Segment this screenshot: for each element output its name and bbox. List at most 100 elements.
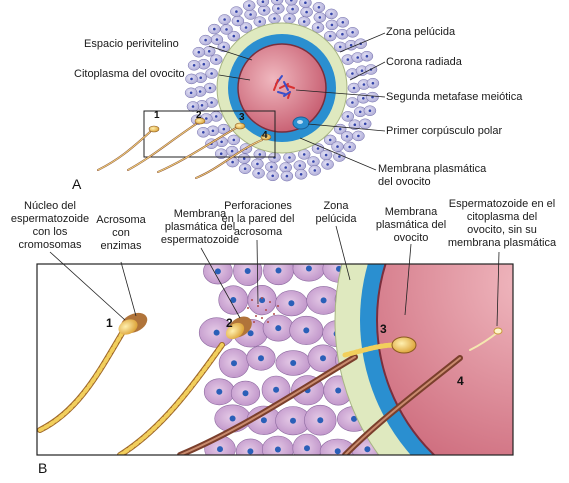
corona-cell-nucleus <box>341 32 344 36</box>
corona-cell-nucleus <box>368 109 372 112</box>
corona-cell-nucleus <box>219 152 223 155</box>
sperm-head-2 <box>194 117 206 125</box>
corona-cell-nucleus <box>356 56 360 59</box>
corona-cell-nucleus <box>353 123 357 126</box>
b-corona-cell-nucleus <box>351 415 357 422</box>
sperm-cytoplasm-line1: Espermatozoide en el <box>448 198 556 210</box>
corona-cell-nucleus <box>302 20 306 23</box>
b-corona-cell-nucleus <box>290 360 297 366</box>
panel-b-frame <box>36 263 514 456</box>
corona-cell-nucleus <box>190 77 193 81</box>
corona-cell-nucleus <box>257 172 260 175</box>
corona-cell-nucleus <box>271 174 275 178</box>
b-corona-cell-nucleus <box>216 388 223 395</box>
corona-cell-nucleus <box>349 43 353 47</box>
corona-cell-nucleus <box>360 69 364 72</box>
corona-cell-nucleus <box>244 26 248 29</box>
corona-cell-nucleus <box>312 160 315 163</box>
sperm-membrane-line3: espermatozoide <box>160 234 240 246</box>
corona-cell-nucleus <box>258 153 262 156</box>
corona-cell-nucleus <box>358 110 362 114</box>
label-acrosome: Acrosoma con enzimas <box>92 214 150 253</box>
b-corona-cell-nucleus <box>247 330 254 337</box>
corona-cell-nucleus <box>200 104 204 107</box>
corona-cell-nucleus <box>208 86 212 90</box>
corona-cell-nucleus <box>305 10 308 14</box>
polar-body-highlight <box>297 120 303 124</box>
b-corona-cell-nucleus <box>260 417 267 424</box>
corona-cell-nucleus <box>230 149 234 153</box>
panel-b-detail <box>37 264 513 455</box>
b-corona-cell-nucleus <box>288 300 295 307</box>
corona-cell-nucleus <box>362 83 366 86</box>
sperm-cytoplasm-line4: membrana plasmática <box>447 237 557 249</box>
corona-cell-nucleus <box>249 13 252 16</box>
corona-cell-nucleus <box>345 135 349 138</box>
corona-cell-nucleus <box>223 18 226 21</box>
label-sperm-in-cytoplasm: Espermatozoide en el citoplasma del ovoc… <box>440 198 564 250</box>
b-corona-cell-nucleus <box>217 446 223 453</box>
b-corona-cell-nucleus <box>303 327 310 334</box>
panel-b-number-2: 2 <box>226 316 233 330</box>
corona-cell-nucleus <box>191 105 195 108</box>
b-corona-cell-nucleus <box>305 265 312 272</box>
corona-cell-nucleus <box>261 0 265 3</box>
corona-cell-nucleus <box>328 34 332 38</box>
acrosome-line1: Acrosoma <box>96 214 146 226</box>
sperm-nucleus-2 <box>225 322 245 340</box>
panel-a-letter: A <box>72 176 82 192</box>
corona-cell-nucleus <box>189 91 193 95</box>
corona-cell-nucleus <box>243 167 247 170</box>
panel-a-number-3: 3 <box>239 112 245 123</box>
corona-cell-nucleus <box>338 45 342 49</box>
corona-cell-nucleus <box>365 54 369 58</box>
sperm-head-1 <box>148 125 160 133</box>
sperm-nucleus-line3: con los <box>32 226 68 238</box>
panel-b-letter: B <box>38 460 48 476</box>
corona-cell-nucleus <box>324 153 328 157</box>
corona-cell-nucleus <box>273 17 276 20</box>
corona-cell-nucleus <box>262 9 266 12</box>
sperm-nucleus-line1: Núcleo del <box>24 200 76 212</box>
corona-cell-nucleus <box>291 7 294 11</box>
corona-cell-nucleus <box>225 28 228 31</box>
corona-cell-nucleus <box>215 38 219 41</box>
label-sperm-membrane: Membrana plasmática del espermatozoide <box>150 208 250 247</box>
label-zona-pellucida-b: Zona pelúcida <box>306 200 366 226</box>
zona-b-line2: pelúcida <box>315 213 357 225</box>
label-perivitelline-space: Espacio perivitelino <box>84 38 179 50</box>
b-corona-cell-nucleus <box>242 390 249 397</box>
corona-cell-nucleus <box>348 145 352 149</box>
corona-cell-nucleus <box>205 117 208 120</box>
corona-cell-nucleus <box>235 10 238 13</box>
b-corona-cell-nucleus <box>214 268 221 275</box>
b-corona-cell-nucleus <box>244 268 251 274</box>
corona-cell-nucleus <box>351 101 354 104</box>
corona-cell-nucleus <box>338 127 342 131</box>
sperm-head-4 <box>260 133 272 141</box>
b-corona-cell-nucleus <box>275 325 282 332</box>
oocyte-membrane-b-line2: plasmática del <box>375 219 447 231</box>
panel-a-leader-lines <box>208 32 386 171</box>
b-corona-cell-nucleus <box>274 446 281 453</box>
corona-cell-nucleus <box>231 160 234 164</box>
corona-cell-nucleus <box>330 23 334 27</box>
corona-cell-nucleus <box>214 115 218 118</box>
corona-cell-nucleus <box>298 164 302 167</box>
panel-b-oocyte-cytoplasm <box>376 264 513 455</box>
corona-cell-nucleus <box>211 129 215 133</box>
label-zona-pellucida-a: Zona pelúcida <box>386 26 456 38</box>
corona-cell-nucleus <box>328 138 332 142</box>
corona-cell-nucleus <box>351 72 354 75</box>
corona-cell-nucleus <box>302 153 306 156</box>
b-corona-cell-nucleus <box>320 355 326 362</box>
corona-cell-nucleus <box>341 21 345 24</box>
corona-cell-nucleus <box>299 173 303 176</box>
corona-cell <box>285 0 298 6</box>
b-corona-cell <box>233 264 263 286</box>
corona-cell-nucleus <box>258 20 262 23</box>
corona-cell-nucleus <box>288 17 291 20</box>
corona-cell-nucleus <box>351 31 354 34</box>
label-oocyte-membrane-a-line1: Membrana plasmática <box>378 163 487 175</box>
inset-region-box <box>143 110 276 158</box>
